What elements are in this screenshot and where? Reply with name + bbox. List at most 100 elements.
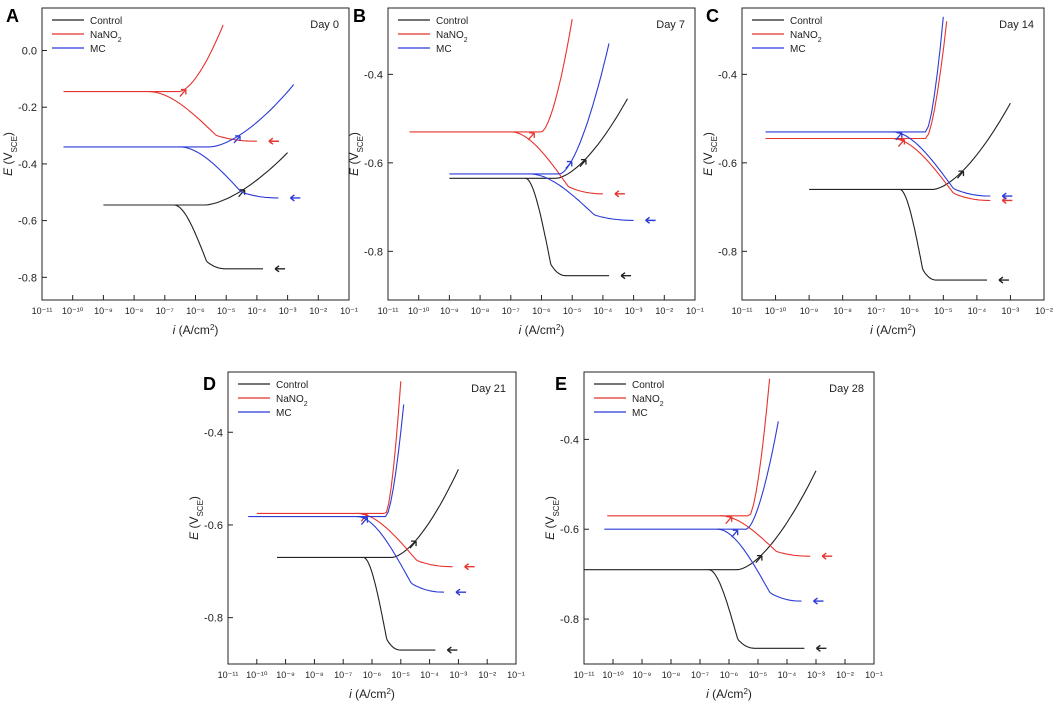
cathodic-curve (899, 188, 987, 281)
x-tick-label: 10⁻⁸ (662, 670, 681, 680)
panel-letter: C (706, 6, 719, 26)
x-tick-label: 10⁻¹ (865, 670, 883, 680)
x-tick-label: 10⁻⁸ (305, 670, 324, 680)
anodic-curve (604, 421, 779, 530)
cathodic-curve (529, 173, 634, 221)
anodic-curve (584, 470, 817, 571)
plot-frame (41, 7, 350, 301)
y-axis-title: E (VSCE) (543, 496, 561, 540)
y-tick-label: -0.6 (364, 158, 383, 170)
cathodic-curve (173, 204, 263, 270)
x-tick-label: 10⁻⁷ (334, 670, 352, 680)
x-tick-label: 10⁻¹ (340, 306, 358, 316)
panel-e: E Day 28 10⁻¹¹ 10⁻¹⁰ 10⁻⁹ 10⁻⁸ 10⁻⁷ 10⁻⁶ 10⁻⁵ 10⁻… (543, 371, 883, 701)
x-tick-label: 10⁻² (836, 670, 854, 680)
x-tick-label: 10⁻⁷ (867, 306, 885, 316)
anodic-curve (765, 21, 948, 140)
x-tick-label: 10⁻³ (807, 670, 825, 680)
x-tick-label: 10⁻¹¹ (378, 306, 399, 316)
cathodic-curve (717, 528, 802, 602)
panel-letter: D (203, 374, 216, 394)
cathodic-curve (356, 512, 453, 568)
panel-b: B Day 7 10⁻¹¹ 10⁻¹⁰ 10⁻⁹ 10⁻⁸ 10⁻⁷ 10⁻⁶ 10⁻⁵ 10⁻⁴… (347, 6, 704, 337)
legend-label: MC (790, 44, 806, 55)
legend-label: Control (632, 380, 664, 391)
sweep-arrow (731, 529, 739, 538)
x-tick-label: 10⁻⁵ (934, 306, 953, 316)
sweep-arrow (815, 644, 827, 652)
x-tick-label: 10⁻¹¹ (732, 306, 753, 316)
x-tick-label: 10⁻⁹ (440, 306, 459, 316)
cathodic-curve (148, 91, 257, 142)
sweep-arrow (238, 189, 246, 198)
sweep-arrow (579, 159, 587, 168)
y-tick-label: -0.6 (18, 216, 37, 228)
sweep-arrow (464, 563, 475, 571)
y-axis-title: E (VSCE) (1, 132, 19, 176)
x-tick-label: 10⁻⁴ (968, 306, 987, 316)
y-tick-label: -0.4 (718, 69, 737, 81)
panel-d: D Day 21 10⁻¹¹ 10⁻¹⁰ 10⁻⁹ 10⁻⁸ 10⁻⁷ 10⁻⁶ 10⁻⁵ 10⁻… (187, 371, 525, 701)
legend-label: Control (276, 380, 308, 391)
x-tick-label: 10⁻⁸ (471, 306, 490, 316)
panel-c: C Day 14 10⁻¹¹ 10⁻¹⁰ 10⁻⁹ 10⁻⁸ 10⁻⁷ 10⁻⁶ 10⁻⁵ 10⁻… (701, 6, 1053, 337)
plot-frame (387, 7, 696, 301)
cathodic-curve (892, 137, 991, 202)
sweep-arrow (813, 597, 824, 605)
x-tick-label: 10⁻³ (1002, 306, 1020, 316)
legend-label: Control (90, 16, 122, 27)
anodic-curve (103, 152, 288, 206)
y-tick-label: -0.8 (718, 246, 737, 258)
x-tick-label: 10⁻⁵ (392, 670, 411, 680)
sweep-arrow (755, 554, 763, 564)
anodic-curve (449, 98, 628, 179)
x-tick-label: 10⁻⁷ (156, 306, 174, 316)
x-tick-label: 10⁻⁵ (563, 306, 582, 316)
plot-frame (741, 7, 1045, 301)
cathodic-curve (510, 131, 603, 195)
y-tick-label: 0.0 (22, 46, 37, 58)
x-tick-label: 10⁻⁹ (633, 670, 652, 680)
legend-label: Control (436, 16, 468, 27)
sweep-arrow (527, 132, 535, 141)
x-tick-label: 10⁻¹¹ (574, 670, 595, 680)
sweep-arrow (956, 170, 965, 179)
x-tick-label: 10⁻⁴ (248, 306, 267, 316)
sweep-arrow (179, 88, 187, 97)
sweep-arrow (620, 272, 632, 280)
x-tick-label: 10⁻⁶ (186, 306, 205, 316)
x-tick-label: 10⁻¹⁰ (602, 670, 624, 680)
legend-label: NaNO2 (276, 394, 308, 408)
x-tick-label: 10⁻¹¹ (32, 306, 53, 316)
day-label: Day 0 (310, 19, 339, 31)
x-tick-label: 10⁻² (1035, 306, 1053, 316)
x-tick-label: 10⁻⁸ (833, 306, 852, 316)
legend-label: MC (276, 408, 292, 419)
y-tick-label: -0.8 (204, 613, 223, 625)
legend-label: NaNO2 (790, 30, 822, 44)
x-tick-label: 10⁻⁹ (276, 670, 295, 680)
cathodic-curve (720, 515, 811, 557)
legend-label: NaNO2 (90, 30, 122, 44)
legend-label: NaNO2 (436, 30, 468, 44)
y-axis-title: E (VSCE) (187, 496, 205, 540)
x-tick-label: 10⁻¹ (686, 306, 704, 316)
y-tick-label: -0.4 (204, 427, 223, 439)
x-tick-label: 10⁻³ (450, 670, 468, 680)
cathodic-curve (892, 131, 991, 197)
x-tick-label: 10⁻⁴ (594, 306, 613, 316)
anodic-curve (277, 469, 459, 558)
sweep-arrow (274, 265, 286, 273)
sweep-arrow (897, 138, 906, 147)
sweep-arrow (1001, 192, 1013, 200)
sweep-arrow (455, 588, 466, 596)
plot-frame (583, 371, 875, 665)
x-tick-label: 10⁻² (309, 306, 327, 316)
x-tick-label: 10⁻² (655, 306, 673, 316)
cathodic-curve (356, 516, 445, 593)
legend-label: Control (790, 16, 822, 27)
